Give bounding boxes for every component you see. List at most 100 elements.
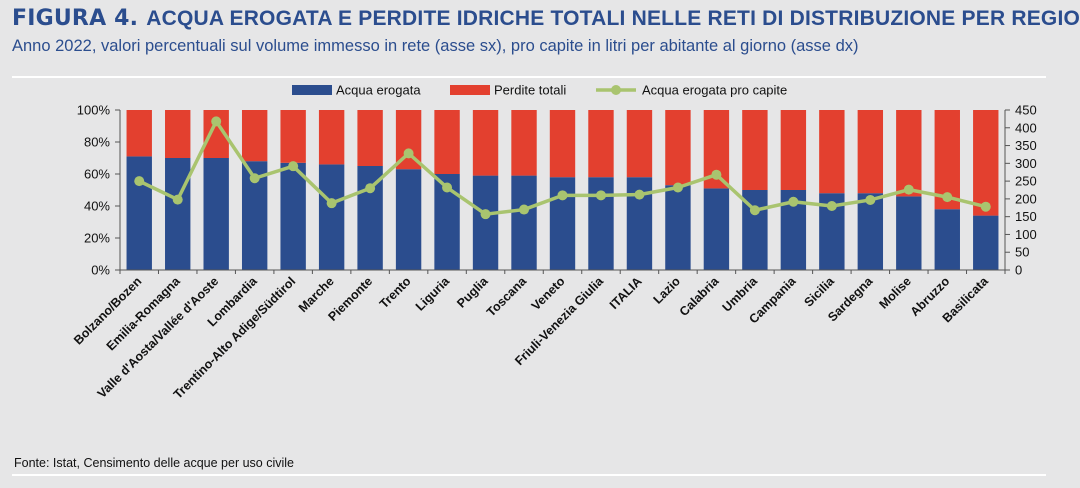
- bar-erogata: [126, 156, 152, 270]
- right-tick-label: 250: [1015, 174, 1037, 189]
- bar-erogata: [511, 175, 537, 270]
- legend-swatch-erogata: [292, 85, 332, 95]
- point-procapite: [942, 192, 953, 203]
- right-tick-label: 350: [1015, 138, 1037, 153]
- point-procapite: [980, 201, 991, 212]
- bar-erogata: [934, 209, 960, 270]
- bar-perdite: [588, 110, 614, 178]
- point-procapite: [442, 182, 453, 193]
- x-tick-label: Bolzano/Bozen: [71, 274, 144, 347]
- chart-subtitle: Anno 2022, valori percentuali sul volume…: [12, 37, 859, 55]
- point-procapite: [288, 161, 299, 172]
- bar-perdite: [665, 110, 691, 186]
- x-tick-label: Toscana: [484, 273, 530, 319]
- legend-swatch-perdite: [450, 85, 490, 95]
- bar-perdite: [472, 110, 499, 176]
- bar-perdite: [318, 110, 345, 165]
- point-procapite: [403, 148, 414, 159]
- bars-layer: [126, 110, 999, 270]
- legend: Acqua erogata Perdite totali Acqua erogata…: [292, 83, 787, 98]
- bar-perdite: [819, 110, 845, 194]
- bar-erogata: [203, 158, 229, 270]
- line-layer: [134, 116, 991, 220]
- bar-erogata: [665, 185, 691, 270]
- left-tick-label: 60%: [84, 167, 110, 182]
- left-tick-label: 0%: [91, 263, 110, 278]
- bar-perdite: [165, 110, 191, 158]
- left-tick-label: 20%: [84, 231, 110, 246]
- bar-perdite: [742, 110, 768, 190]
- point-procapite: [249, 173, 260, 184]
- right-tick-label: 450: [1015, 103, 1037, 118]
- point-procapite: [595, 190, 606, 201]
- figure-label: FIGURA 4.: [12, 6, 139, 31]
- point-procapite: [480, 209, 491, 220]
- bar-erogata: [165, 158, 191, 270]
- top-divider: [12, 76, 1046, 78]
- point-procapite: [172, 194, 183, 205]
- left-tick-label: 80%: [84, 135, 110, 150]
- right-tick-label: 100: [1015, 227, 1037, 242]
- left-tick-label: 100%: [77, 103, 111, 118]
- bar-perdite: [549, 110, 576, 178]
- title-text: ACQUA EROGATA E PERDITE IDRICHE TOTALI N…: [146, 7, 1080, 30]
- bottom-divider: [12, 474, 1046, 476]
- point-procapite: [749, 205, 760, 216]
- bar-erogata: [395, 169, 422, 270]
- right-tick-label: 0: [1015, 263, 1022, 278]
- x-tick-label: ITALIA: [607, 274, 645, 312]
- right-tick-label: 400: [1015, 120, 1037, 135]
- bar-perdite: [857, 110, 884, 194]
- bar-perdite: [357, 110, 383, 166]
- x-tick-label: Trento: [377, 274, 414, 311]
- legend-label-procapite: Acqua erogata pro capite: [642, 83, 787, 98]
- right-tick-label: 150: [1015, 209, 1037, 224]
- bar-erogata: [857, 193, 884, 270]
- point-procapite: [711, 169, 722, 180]
- point-procapite: [788, 196, 799, 207]
- point-procapite: [326, 198, 337, 209]
- bar-perdite: [780, 110, 807, 190]
- bar-perdite: [126, 110, 152, 157]
- chart-title: FIGURA 4. ACQUA EROGATA E PERDITE IDRICHE…: [12, 6, 1080, 31]
- right-tick-label: 300: [1015, 156, 1037, 171]
- point-procapite: [519, 204, 530, 215]
- bar-perdite: [973, 110, 999, 216]
- x-tick-label: Calabria: [677, 273, 723, 319]
- source-note: Fonte: Istat, Censimento delle acque per…: [14, 456, 295, 470]
- bar-perdite: [626, 110, 653, 178]
- bar-perdite: [434, 110, 460, 174]
- point-procapite: [211, 116, 222, 127]
- bar-erogata: [280, 162, 306, 270]
- bar-perdite: [896, 110, 922, 197]
- bar-perdite: [241, 110, 268, 162]
- bar-erogata: [703, 188, 730, 270]
- point-procapite: [134, 176, 145, 187]
- right-tick-label: 50: [1015, 245, 1029, 260]
- axes-layer: 0% 20% 40% 60% 80% 100% 0 50 100 150 200 250 300 350 4…: [77, 103, 1037, 278]
- point-procapite: [365, 183, 376, 194]
- legend-label-erogata: Acqua erogata: [336, 83, 421, 98]
- x-tick-label: Sicilia: [802, 273, 838, 309]
- bar-erogata: [973, 215, 999, 270]
- legend-label-perdite: Perdite totali: [494, 83, 566, 98]
- point-procapite: [672, 182, 683, 193]
- x-tick-label: Lazio: [651, 274, 684, 307]
- right-tick-label: 200: [1015, 191, 1037, 206]
- x-tick-label: Puglia: [454, 273, 491, 310]
- point-procapite: [865, 194, 876, 205]
- x-tick-label: Molise: [877, 274, 914, 311]
- point-procapite: [903, 184, 914, 195]
- x-tick-label: Liguria: [413, 273, 453, 313]
- point-procapite: [557, 190, 568, 201]
- bar-perdite: [280, 110, 306, 163]
- legend-marker-procapite: [611, 85, 621, 95]
- left-tick-label: 40%: [84, 199, 110, 214]
- point-procapite: [826, 201, 837, 211]
- bar-erogata: [318, 164, 345, 270]
- bar-perdite: [511, 110, 537, 176]
- bar-erogata: [896, 196, 922, 270]
- point-procapite: [634, 189, 645, 200]
